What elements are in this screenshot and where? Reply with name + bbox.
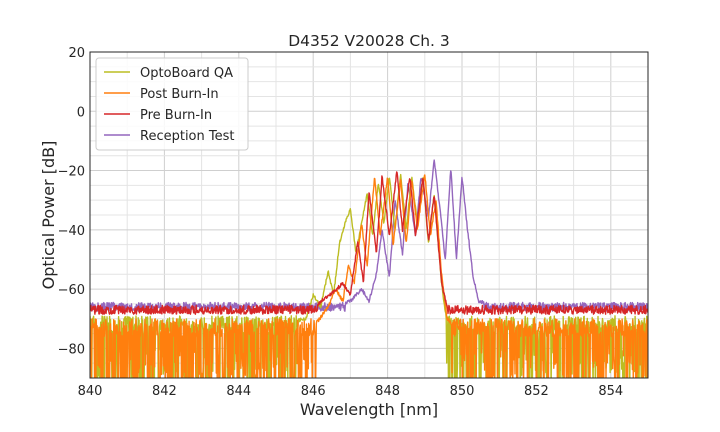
- x-tick-label: 848: [375, 384, 400, 399]
- chart-title: D4352 V20028 Ch. 3: [288, 32, 450, 50]
- legend-label: Reception Test: [140, 129, 234, 144]
- x-tick-label: 854: [598, 384, 623, 399]
- x-tick-label: 852: [524, 384, 549, 399]
- x-tick-label: 842: [152, 384, 177, 399]
- x-tick-label: 840: [78, 384, 103, 399]
- legend: OptoBoard QA Post Burn-In Pre Burn-In Recep…: [95, 57, 249, 151]
- plot-area: [90, 159, 648, 378]
- series-layer: [90, 159, 648, 378]
- series-line-post-burn-in: [90, 174, 648, 378]
- x-tick-label: 846: [301, 384, 326, 399]
- legend-label: Post Burn-In: [140, 87, 219, 102]
- y-tick-label: −80: [58, 342, 85, 357]
- legend-label: OptoBoard QA: [140, 66, 233, 81]
- y-tick-label: 0: [77, 105, 85, 120]
- x-tick-label: 844: [226, 384, 251, 399]
- x-tick-label: 850: [450, 384, 475, 399]
- y-tick-label: −60: [58, 283, 85, 298]
- series-line-pre-burn-in: [90, 171, 648, 315]
- y-tick-label: −40: [58, 224, 85, 239]
- plot-frame: [89, 51, 649, 379]
- axes: 840 842 844 846 848 850 852 854 20 0 −20 −40 −60 −80: [58, 46, 649, 399]
- legend-box: [95, 57, 249, 151]
- y-tick-label: 20: [68, 46, 85, 61]
- y-tick-label: −20: [58, 165, 85, 180]
- legend-label: Pre Burn-In: [140, 108, 212, 123]
- y-axis-label: Optical Power [dB]: [39, 141, 58, 290]
- x-axis-label: Wavelength [nm]: [300, 400, 438, 419]
